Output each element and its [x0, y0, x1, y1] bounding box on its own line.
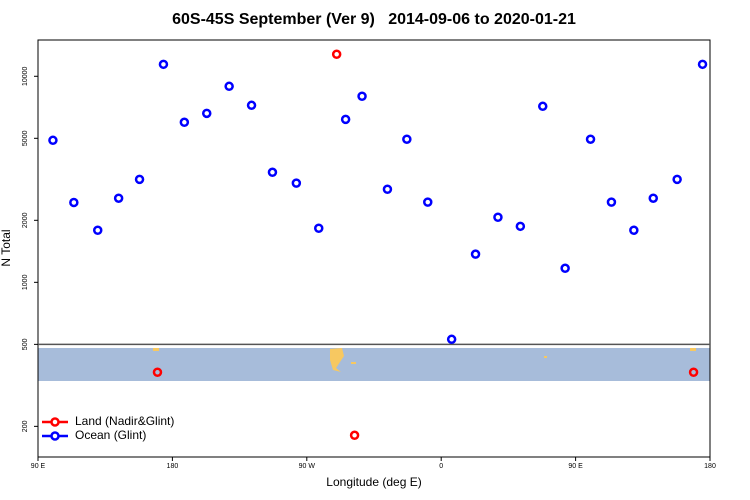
x-axis-label: Longitude (deg E) — [326, 475, 421, 489]
data-point — [470, 249, 481, 259]
data-point — [446, 334, 457, 345]
land-shape — [351, 362, 356, 364]
x-tick-label: 90 E — [568, 463, 583, 470]
legend-label: Ocean (Glint) — [75, 428, 146, 442]
x-tick-label: 0 — [439, 463, 443, 470]
data-point — [629, 225, 639, 235]
x-tick-label: 90 W — [299, 463, 316, 470]
data-point — [688, 367, 699, 378]
data-point — [402, 134, 412, 144]
data-point — [382, 184, 393, 194]
data-point — [113, 193, 124, 203]
data-point — [69, 197, 79, 208]
y-tick-label: 10000 — [22, 66, 29, 86]
data-point — [92, 225, 103, 235]
data-point — [349, 430, 360, 441]
map-strip — [38, 348, 710, 381]
legend-label: Land (Nadir&Glint) — [75, 414, 174, 428]
y-tick-label: 2000 — [22, 212, 29, 228]
data-point — [672, 174, 682, 185]
land-shape — [153, 348, 159, 351]
data-point — [152, 367, 163, 378]
data-point — [201, 108, 212, 119]
data-point — [134, 174, 145, 185]
data-point — [493, 212, 503, 222]
x-tick-label: 180 — [167, 463, 179, 470]
data-point — [423, 197, 433, 207]
data-point — [158, 59, 169, 70]
ocean-strip — [38, 348, 710, 381]
y-tick-label: 500 — [22, 338, 29, 350]
y-tick-label: 200 — [22, 420, 29, 432]
legend-marker — [50, 417, 60, 427]
data-point — [648, 193, 659, 203]
data-point — [267, 167, 278, 178]
legend-marker — [50, 431, 60, 441]
data-point — [357, 91, 367, 102]
data-point — [340, 114, 351, 125]
data-point — [585, 134, 596, 144]
data-point — [224, 81, 234, 92]
data-point — [313, 223, 324, 234]
data-point — [537, 101, 548, 112]
data-point — [246, 100, 257, 111]
x-tick-label: 180 — [704, 463, 716, 470]
data-point — [515, 221, 526, 232]
data-point — [560, 263, 570, 274]
x-tick-label: 90 E — [31, 463, 46, 470]
land-shape — [690, 348, 696, 351]
data-point — [179, 117, 190, 128]
chart-title: 60S-45S September (Ver 9) 2014-09-06 to … — [172, 11, 576, 28]
y-tick-label: 1000 — [22, 274, 29, 290]
y-tick-label: 5000 — [22, 130, 29, 146]
data-point — [291, 178, 302, 188]
land-shape — [544, 356, 547, 358]
y-axis-label: N Total — [0, 229, 13, 266]
data-point — [697, 59, 708, 70]
plot-frame — [37, 39, 711, 458]
data-point — [48, 135, 58, 146]
land-shape — [330, 348, 344, 372]
data-point — [606, 197, 617, 207]
data-point — [331, 49, 342, 60]
